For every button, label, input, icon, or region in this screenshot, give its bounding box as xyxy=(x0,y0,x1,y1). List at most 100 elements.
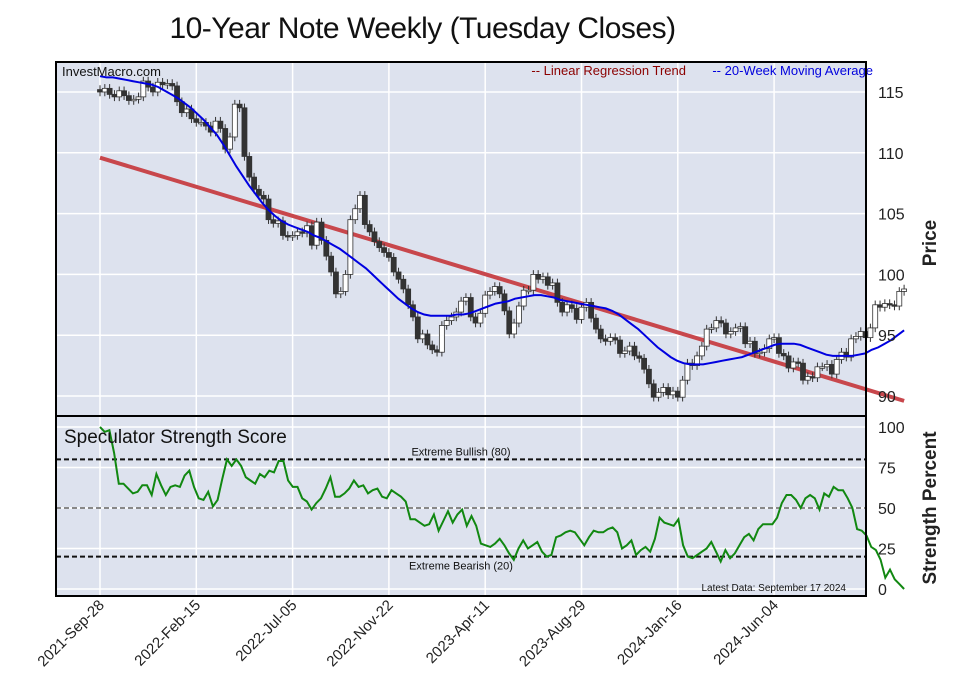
candle xyxy=(487,287,493,300)
candle xyxy=(395,267,402,284)
candle xyxy=(371,227,378,246)
x-ticks: 2021-Sep-28 2022-Feb-15 2022-Jul-05 2022-No… xyxy=(34,597,781,670)
candle-body xyxy=(554,282,561,303)
candle-body xyxy=(607,337,614,342)
x-tick-label: 2021-Sep-28 xyxy=(34,597,107,670)
candle-body xyxy=(193,118,200,123)
candle-body xyxy=(174,85,180,103)
strength-line xyxy=(99,426,905,590)
candle xyxy=(742,322,749,348)
candle-body xyxy=(414,316,421,340)
x-tick-label: 2022-Jul-05 xyxy=(232,597,300,665)
candle xyxy=(694,351,700,370)
candle-body xyxy=(443,320,450,326)
candle-body xyxy=(674,390,681,398)
candle-body xyxy=(819,366,826,369)
candle xyxy=(381,243,387,257)
price-y-tick-label: 100 xyxy=(878,267,905,284)
candle xyxy=(231,99,238,142)
candle-body xyxy=(150,86,156,93)
candle-body xyxy=(438,325,445,353)
candle-body xyxy=(390,256,397,273)
candle-body xyxy=(511,322,517,335)
candle-body xyxy=(275,220,282,224)
candle xyxy=(506,306,513,339)
candle-body xyxy=(708,327,715,330)
candle xyxy=(718,316,725,328)
candle xyxy=(400,275,407,294)
candle-body xyxy=(588,301,595,319)
candle xyxy=(390,253,397,277)
candle-body xyxy=(785,355,792,369)
strength-y-tick-label: 0 xyxy=(878,582,887,599)
candle-body xyxy=(289,235,296,238)
candle-body xyxy=(780,353,787,357)
candle xyxy=(193,114,200,127)
candle-body xyxy=(646,368,652,385)
candle-body xyxy=(732,327,739,332)
candle xyxy=(135,92,142,104)
candle-body xyxy=(111,94,118,98)
candle xyxy=(337,287,344,299)
price-y-tick-label: 115 xyxy=(878,85,904,102)
candle-body xyxy=(776,337,782,354)
candle-body xyxy=(125,95,132,101)
candle-body xyxy=(463,297,469,302)
candle-body xyxy=(525,289,532,293)
candle xyxy=(554,278,561,307)
candle-body xyxy=(660,387,667,393)
candle xyxy=(650,379,657,402)
candle-body xyxy=(621,350,628,354)
candle-body xyxy=(530,273,537,291)
candle xyxy=(525,285,532,295)
latest-data-label: Latest Data: September 17 2024 xyxy=(701,583,846,594)
candle-body xyxy=(405,288,412,306)
candle-body xyxy=(135,96,142,100)
candle-body xyxy=(559,301,566,313)
candle-body xyxy=(246,156,253,178)
candle xyxy=(106,84,113,99)
price-y-tick-label: 90 xyxy=(878,389,896,406)
candle xyxy=(732,323,739,336)
candle xyxy=(631,341,638,361)
candle-body xyxy=(284,235,291,238)
x-tick-label: 2022-Nov-22 xyxy=(323,597,396,670)
x-tick-label: 2024-Jan-16 xyxy=(614,597,686,669)
candle xyxy=(140,76,147,102)
candle-body xyxy=(328,255,335,273)
candle-body xyxy=(544,276,551,286)
candle xyxy=(891,300,898,311)
candle-body xyxy=(164,83,171,86)
candle-body xyxy=(467,297,474,318)
price-y-tick-label: 95 xyxy=(878,328,896,345)
candle-body xyxy=(790,361,797,369)
candle-body xyxy=(756,351,763,355)
candle-body xyxy=(251,176,257,190)
candle xyxy=(342,270,349,296)
candle-body xyxy=(727,331,734,335)
candle-body xyxy=(400,278,407,290)
candle-body xyxy=(742,326,749,345)
candle-body xyxy=(568,304,575,309)
candle-body xyxy=(116,90,123,98)
candle-body xyxy=(535,273,542,280)
candle-body xyxy=(573,308,580,320)
candle-body xyxy=(376,241,383,249)
candle xyxy=(848,334,855,362)
candle-body xyxy=(877,304,883,308)
candle xyxy=(236,99,243,113)
candle xyxy=(723,318,729,339)
candle-body xyxy=(318,221,325,241)
candle-body xyxy=(896,291,903,307)
x-tick-label: 2024-Jun-04 xyxy=(710,597,782,669)
x-tick-label: 2023-Apr-11 xyxy=(423,597,493,667)
candle-body xyxy=(217,120,224,129)
extreme-bullish-label: Extreme Bullish (80) xyxy=(411,446,510,458)
candle xyxy=(636,351,643,363)
candle-body xyxy=(698,345,705,357)
candlesticks xyxy=(97,76,908,402)
candle xyxy=(708,323,715,334)
candle xyxy=(881,299,888,312)
candle-body xyxy=(718,320,725,324)
candle xyxy=(318,217,325,245)
